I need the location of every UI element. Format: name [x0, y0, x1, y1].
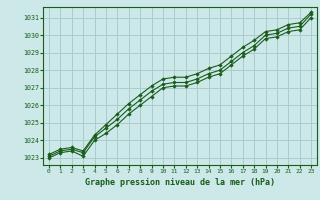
X-axis label: Graphe pression niveau de la mer (hPa): Graphe pression niveau de la mer (hPa)	[85, 178, 275, 187]
